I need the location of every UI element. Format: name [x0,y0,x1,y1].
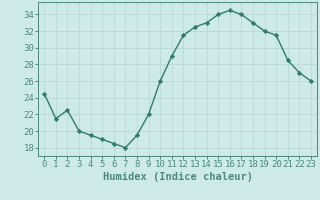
X-axis label: Humidex (Indice chaleur): Humidex (Indice chaleur) [103,172,252,182]
